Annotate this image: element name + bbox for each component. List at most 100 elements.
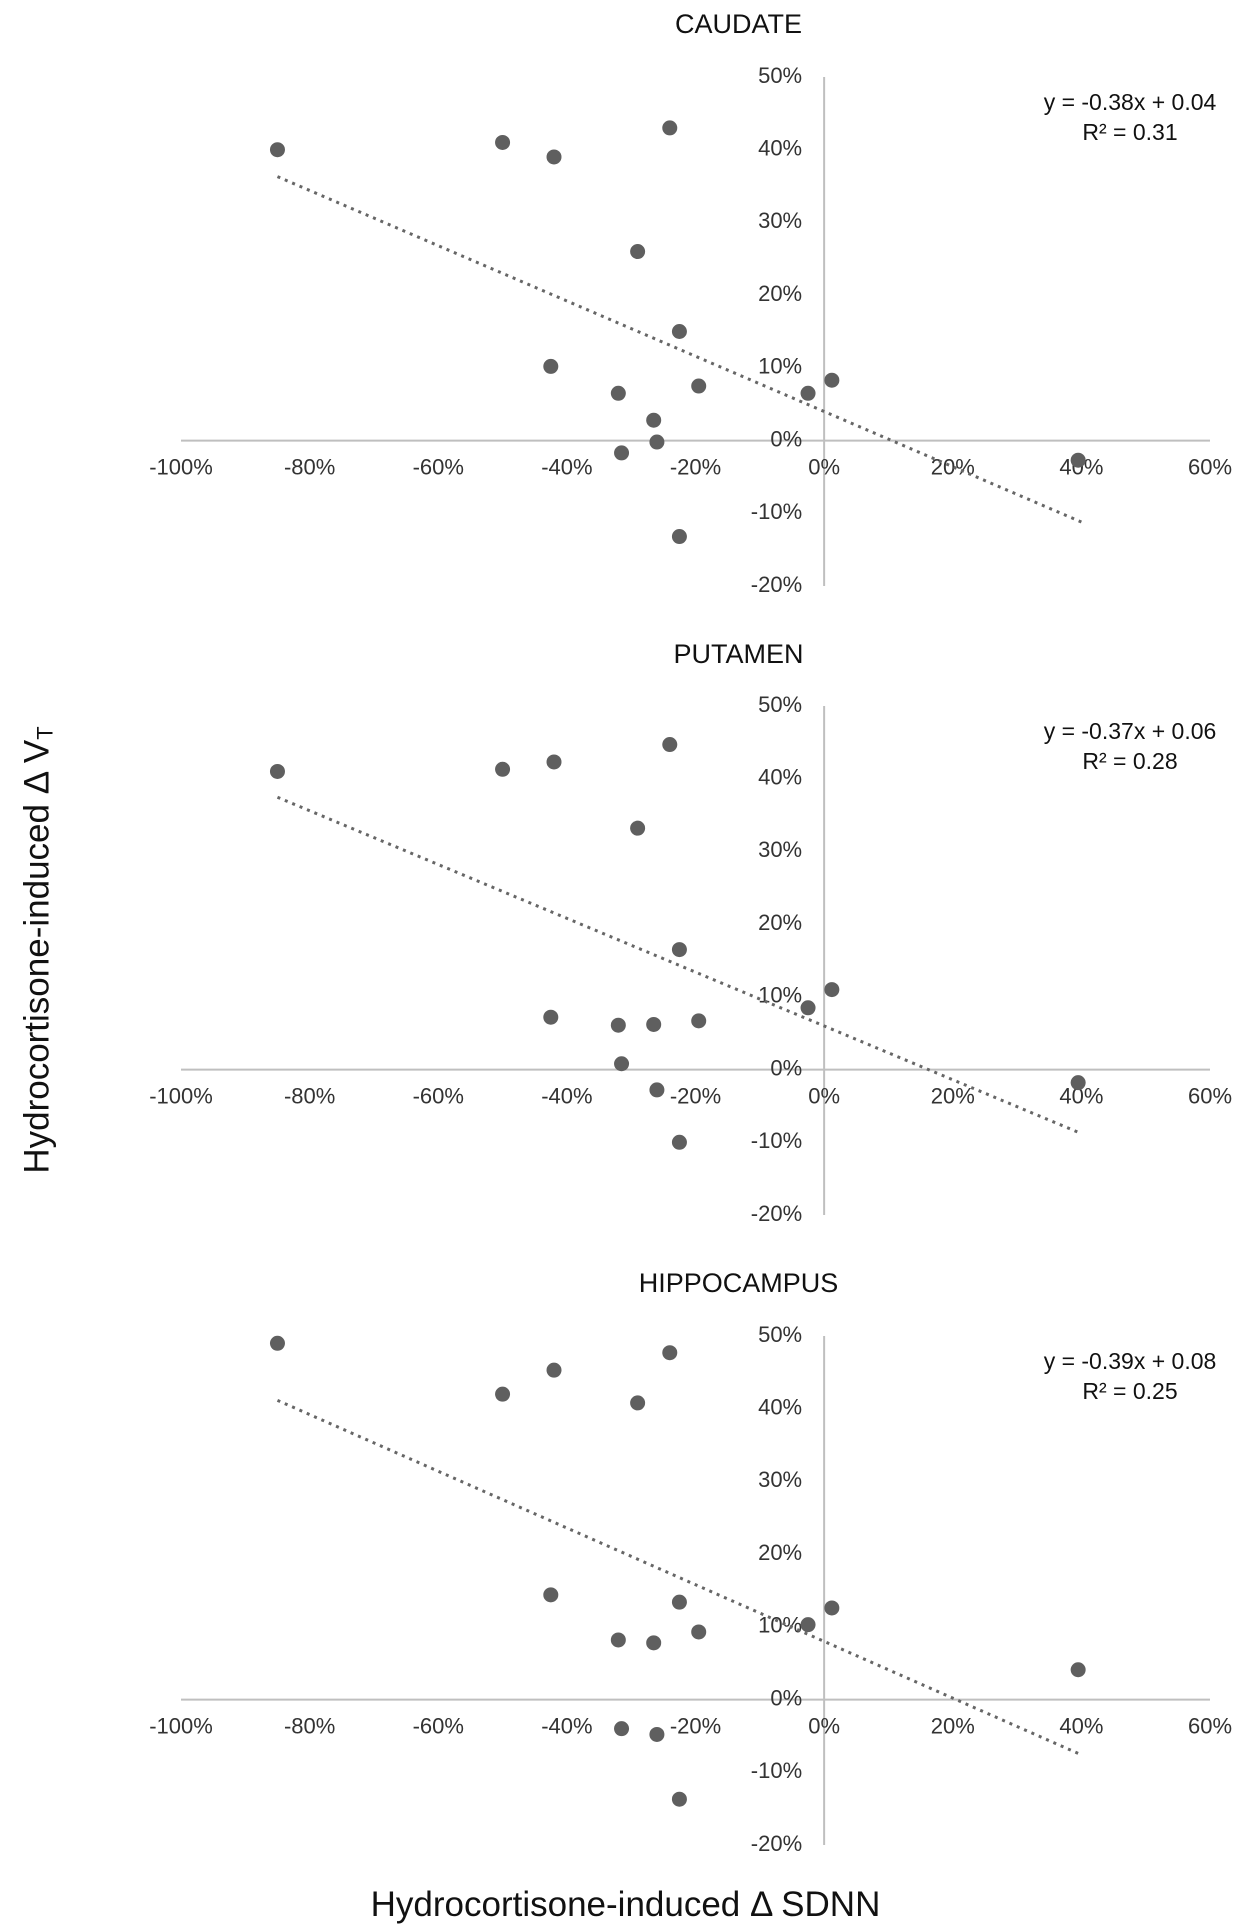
data-point bbox=[671, 1594, 687, 1610]
data-point bbox=[649, 1726, 665, 1742]
x-tick-label: 0% bbox=[808, 1714, 840, 1739]
data-point bbox=[610, 385, 626, 401]
data-point bbox=[691, 1013, 707, 1029]
data-point bbox=[824, 1600, 840, 1616]
x-tick-label: 20% bbox=[931, 1084, 975, 1109]
x-tick-label: 60% bbox=[1188, 1714, 1232, 1739]
y-tick-label: 0% bbox=[770, 1055, 802, 1080]
data-point bbox=[630, 244, 646, 260]
panel-hippocampus: HIPPOCAMPUS -100% -80% -60% -40% -20% 0% 20% 40%… bbox=[149, 1268, 1232, 1856]
regression-equation: y = -0.37x + 0.06 bbox=[1044, 718, 1217, 744]
y-tick-label: -10% bbox=[751, 1758, 802, 1783]
y-tick-label: 20% bbox=[758, 1540, 802, 1565]
data-point bbox=[691, 378, 707, 394]
data-point bbox=[543, 358, 559, 374]
data-point bbox=[800, 1617, 816, 1633]
data-point bbox=[269, 763, 285, 779]
data-point bbox=[662, 1345, 678, 1361]
data-point bbox=[800, 1000, 816, 1016]
trendline bbox=[276, 175, 1082, 524]
x-tick-label: -60% bbox=[413, 1714, 464, 1739]
y-tick-label: 50% bbox=[758, 1322, 802, 1347]
data-point bbox=[1070, 452, 1086, 468]
x-tick-label: -100% bbox=[149, 1714, 213, 1739]
x-tick-label: -80% bbox=[284, 1084, 335, 1109]
x-tick-label: -60% bbox=[413, 1084, 464, 1109]
data-point bbox=[546, 1362, 562, 1378]
y-tick-label: 30% bbox=[758, 1467, 802, 1492]
y-tick-label: 20% bbox=[758, 910, 802, 935]
y-tick-label: 40% bbox=[758, 765, 802, 790]
y-tick-label: -10% bbox=[751, 499, 802, 524]
data-point bbox=[671, 1134, 687, 1150]
data-point bbox=[800, 385, 816, 401]
y-tick-label: 10% bbox=[758, 983, 802, 1008]
y-tick-label: -20% bbox=[751, 1201, 802, 1226]
y-tick-label: -20% bbox=[751, 572, 802, 597]
x-tick-label: -20% bbox=[670, 455, 721, 480]
data-point bbox=[630, 1395, 646, 1411]
x-tick-label: 60% bbox=[1188, 455, 1232, 480]
data-point bbox=[662, 737, 678, 753]
data-point bbox=[671, 324, 687, 339]
x-axis-label: Hydrocortisone-induced Δ SDNN bbox=[370, 1885, 881, 1924]
x-tick-label: -40% bbox=[541, 455, 592, 480]
x-tick-label: 0% bbox=[808, 455, 840, 480]
data-point bbox=[630, 820, 646, 836]
y-tick-label: -10% bbox=[751, 1128, 802, 1153]
data-point bbox=[646, 1016, 662, 1032]
y-axis-label: Hydrocortisone-induced Δ VT bbox=[17, 726, 58, 1174]
data-point bbox=[1070, 1075, 1086, 1091]
y-tick-label: 20% bbox=[758, 281, 802, 306]
data-point bbox=[646, 1635, 662, 1651]
data-point bbox=[824, 372, 840, 388]
x-tick-label: 20% bbox=[931, 455, 975, 480]
x-tick-label: -100% bbox=[149, 1084, 213, 1109]
data-point bbox=[1070, 1662, 1086, 1678]
data-point bbox=[269, 142, 285, 158]
data-point bbox=[546, 754, 562, 770]
data-point bbox=[671, 1791, 687, 1807]
r-squared: R² = 0.25 bbox=[1082, 1378, 1177, 1404]
data-point bbox=[824, 982, 840, 998]
data-point bbox=[543, 1009, 559, 1025]
y-axis-label-subscript: T bbox=[32, 726, 58, 740]
trendline bbox=[276, 1398, 1082, 1757]
y-tick-label: 0% bbox=[770, 1685, 802, 1710]
y-tick-label: 10% bbox=[758, 1613, 802, 1638]
x-tick-label: -100% bbox=[149, 455, 213, 480]
y-tick-label: -20% bbox=[751, 1831, 802, 1856]
data-point bbox=[691, 1624, 707, 1640]
x-tick-label: -20% bbox=[670, 1714, 721, 1739]
r-squared: R² = 0.31 bbox=[1082, 119, 1177, 145]
y-tick-label: 50% bbox=[758, 63, 802, 88]
panel-title: HIPPOCAMPUS bbox=[639, 1268, 839, 1298]
regression-equation: y = -0.39x + 0.08 bbox=[1044, 1348, 1217, 1374]
data-point bbox=[614, 1721, 630, 1737]
data-point bbox=[495, 1386, 511, 1402]
x-tick-label: 20% bbox=[931, 1714, 975, 1739]
data-point bbox=[662, 120, 678, 136]
r-squared: R² = 0.28 bbox=[1082, 748, 1177, 774]
data-point bbox=[546, 149, 562, 165]
data-point bbox=[671, 529, 687, 545]
y-tick-label: 10% bbox=[758, 354, 802, 379]
x-tick-label: -40% bbox=[541, 1084, 592, 1109]
x-tick-label: 0% bbox=[808, 1084, 840, 1109]
data-point bbox=[610, 1632, 626, 1648]
y-tick-label: 0% bbox=[770, 426, 802, 451]
trendline bbox=[276, 795, 1082, 1135]
panel-caudate: CAUDATE -100% -80% -60% -40% -20% 0% 20% 40% 60% -… bbox=[149, 9, 1232, 597]
data-point bbox=[495, 761, 511, 777]
panel-putamen: PUTAMEN -100% -80% -60% -40% -20% 0% 20% 40% 60% -… bbox=[149, 639, 1232, 1226]
y-tick-label: 50% bbox=[758, 692, 802, 717]
x-tick-label: 60% bbox=[1188, 1084, 1232, 1109]
regression-equation: y = -0.38x + 0.04 bbox=[1044, 89, 1217, 115]
data-point bbox=[649, 1082, 665, 1098]
panel-title: CAUDATE bbox=[675, 9, 802, 39]
data-point bbox=[495, 134, 511, 150]
data-point bbox=[614, 445, 630, 461]
y-tick-label: 30% bbox=[758, 208, 802, 233]
y-tick-label: 30% bbox=[758, 837, 802, 862]
data-point bbox=[543, 1587, 559, 1603]
